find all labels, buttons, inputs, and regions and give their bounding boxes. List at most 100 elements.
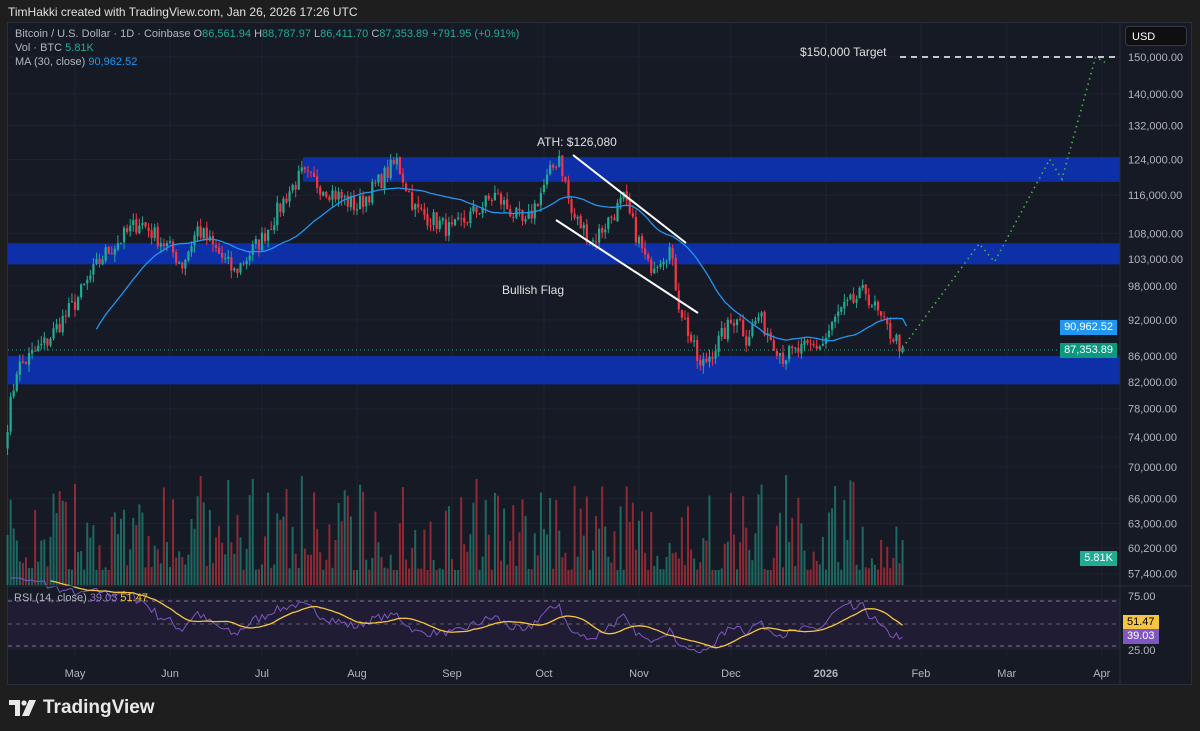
volume-bar: [812, 551, 815, 585]
volume-bar: [757, 494, 760, 585]
candle-body: [279, 203, 282, 212]
volume-bar: [205, 565, 208, 585]
rsi-ma-tag: 51.47: [1123, 615, 1159, 630]
flag-upper-line[interactable]: [572, 154, 687, 244]
candle-body: [196, 226, 199, 237]
volume-legend[interactable]: Vol · BTC 5.81K: [15, 42, 94, 54]
candle-body: [794, 347, 797, 349]
time-axis[interactable]: May Jun Jul Aug Sep Oct Nov Dec 2026 Feb Mar Apr: [65, 668, 1111, 680]
candle-body: [380, 174, 383, 188]
volume-bar: [539, 492, 542, 585]
candle-body: [861, 285, 864, 289]
candle-body: [876, 301, 880, 311]
candle-body: [119, 242, 123, 244]
projection-path[interactable]: [901, 55, 1106, 349]
volume-bar: [616, 569, 619, 585]
candle-body: [757, 317, 760, 321]
candle-body: [463, 217, 466, 223]
candle-body: [475, 207, 478, 213]
ma-legend[interactable]: MA (30, close) 90,962.52: [15, 56, 137, 68]
candle-body: [377, 174, 380, 183]
volume-bar: [74, 483, 76, 585]
candle-body: [745, 336, 748, 346]
volume-bar: [46, 566, 49, 585]
candle-body: [208, 236, 211, 241]
candle-body: [24, 361, 28, 364]
rsi-legend[interactable]: RSI (14, close) 39.03 51.47: [14, 592, 148, 604]
candle-body: [221, 252, 224, 258]
volume-bar: [359, 484, 362, 585]
candle-body: [291, 184, 294, 191]
volume-bar: [208, 509, 211, 585]
time-axis-label: Jun: [161, 668, 179, 680]
volume-bar: [469, 534, 472, 585]
candle-body: [659, 263, 662, 267]
close-value: 87,353.89: [379, 28, 429, 40]
price-axis-label: 98,000.00: [1128, 281, 1177, 293]
candle-body: [168, 240, 172, 243]
candle-body: [668, 246, 671, 261]
volume-bar: [230, 542, 233, 585]
candle-body: [37, 345, 40, 351]
volume-bar: [840, 569, 843, 585]
candle-body: [254, 239, 257, 245]
candle-body: [637, 236, 641, 244]
candle-body: [453, 219, 457, 226]
price-axis[interactable]: 150,000.00 140,000.00 132,000.00 124,000.00…: [1128, 52, 1183, 581]
candle-body: [40, 343, 43, 346]
volume-bar: [270, 567, 273, 585]
volume-bar: [248, 495, 251, 585]
candle-body: [107, 246, 110, 254]
volume-bar: [751, 560, 754, 585]
candle-body: [545, 174, 549, 185]
volume-bar: [855, 564, 858, 585]
candle-body: [699, 360, 702, 366]
volume-bar: [371, 558, 374, 585]
volume-bar: [190, 518, 193, 585]
price-axis-label: 78,000.00: [1128, 404, 1177, 416]
candle-body: [886, 318, 889, 325]
volume-bar: [107, 569, 110, 585]
currency-button[interactable]: USD: [1125, 26, 1187, 46]
candle-body: [506, 199, 509, 210]
volume-bar: [714, 569, 717, 585]
volume-bar: [558, 530, 561, 585]
candle-body: [297, 170, 300, 190]
volume-bar: [236, 514, 239, 585]
tradingview-logo[interactable]: TradingView: [9, 697, 155, 719]
candle-body: [52, 328, 55, 339]
candle-body: [260, 232, 264, 251]
chart-credit: TimHakki created with TradingView.com, J…: [8, 5, 358, 19]
candle-body: [398, 157, 401, 174]
candle-body: [181, 262, 184, 269]
candle-body: [729, 319, 733, 324]
volume-bar: [34, 509, 37, 585]
candle-body: [435, 212, 438, 229]
volume-bar: [447, 506, 450, 585]
candle-body: [693, 340, 696, 342]
symbol-legend[interactable]: Bitcoin / U.S. Dollar · 1D · Coinbase O8…: [15, 28, 519, 40]
candle-body: [80, 284, 83, 298]
candle-body: [518, 208, 521, 211]
volume-bar: [579, 508, 582, 585]
volume-bar: [653, 566, 656, 585]
volume-bar: [132, 517, 135, 585]
volume-bar: [484, 499, 487, 585]
volume-bar: [218, 525, 221, 585]
volume-bar: [297, 568, 300, 585]
candle-body: [365, 196, 368, 207]
flag-lower-line[interactable]: [555, 219, 699, 314]
candle-body: [340, 191, 343, 199]
candle-body: [276, 202, 279, 226]
candle-body: [879, 311, 883, 316]
volume-bar: [294, 553, 297, 585]
candle-body: [70, 301, 74, 303]
rsi-axis-75: 75.00: [1128, 591, 1156, 603]
candle-body: [285, 198, 288, 203]
volume-bar: [837, 561, 840, 585]
volume-bar: [665, 557, 668, 585]
candle-body: [27, 352, 31, 365]
volume-bar: [165, 542, 168, 585]
low-value: 86,411.70: [320, 28, 369, 40]
